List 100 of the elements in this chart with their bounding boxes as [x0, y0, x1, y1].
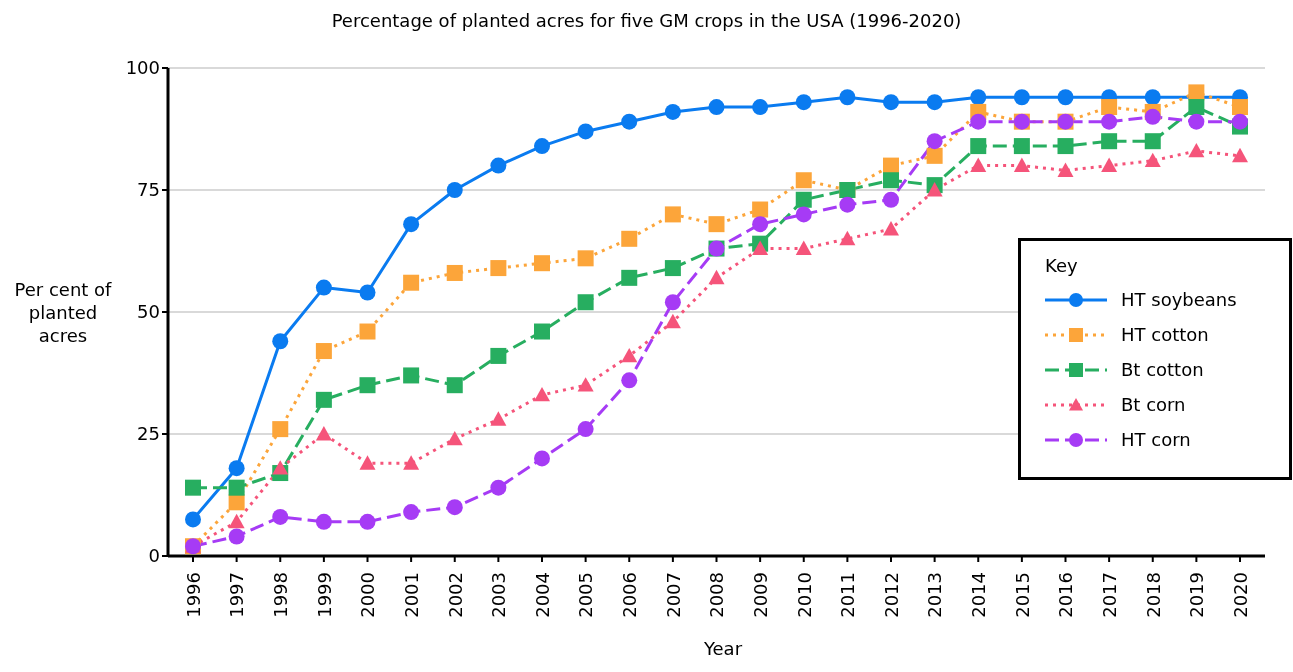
x-tick-label: 2000 [357, 572, 379, 618]
point [795, 94, 812, 111]
point [795, 172, 812, 189]
point [1144, 152, 1161, 168]
legend-title: Key [1045, 255, 1079, 276]
point [1057, 89, 1074, 106]
point [228, 479, 245, 496]
point [708, 269, 725, 285]
point [664, 206, 681, 223]
x-tick-label: 2005 [575, 572, 597, 618]
point [577, 250, 594, 267]
point [1232, 147, 1248, 163]
point [577, 294, 594, 311]
x-tick-label: 2018 [1142, 572, 1164, 618]
x-tick-label: 2014 [968, 572, 990, 618]
point [1101, 113, 1118, 130]
point [1144, 108, 1161, 125]
x-tick-label: 2010 [793, 572, 815, 618]
point [883, 221, 899, 236]
point [490, 260, 507, 277]
point [708, 216, 725, 233]
x-axis-title: Year [702, 638, 744, 659]
point [664, 294, 681, 311]
x-tick-label: 2003 [488, 572, 510, 618]
legend-label: HT cotton [1121, 324, 1209, 345]
point [621, 372, 638, 389]
point [315, 513, 332, 530]
point [534, 323, 550, 340]
point [621, 230, 638, 247]
point [446, 499, 463, 516]
point [534, 255, 550, 272]
point [708, 99, 725, 116]
x-tick-label: 2009 [749, 572, 771, 618]
point [315, 391, 332, 408]
point [883, 191, 899, 208]
point [228, 513, 245, 529]
point [446, 264, 463, 281]
point [1013, 89, 1030, 106]
point [490, 157, 507, 174]
point [577, 421, 594, 438]
point [1057, 162, 1074, 177]
point [795, 206, 812, 223]
point [1101, 157, 1118, 172]
x-tick-label: 1999 [313, 572, 335, 618]
point [1101, 99, 1118, 116]
point [970, 89, 987, 106]
legend-label: HT soybeans [1121, 289, 1237, 310]
point [1144, 133, 1161, 150]
y-tick-label: 75 [137, 179, 160, 201]
point [1013, 157, 1030, 172]
x-tick-label: 2002 [444, 572, 466, 618]
point [883, 94, 899, 111]
point [970, 113, 987, 130]
x-tick-label: 2004 [531, 572, 553, 618]
point [752, 240, 769, 255]
point [534, 386, 550, 402]
point [185, 479, 201, 496]
point [446, 182, 463, 198]
x-tick-label: 2019 [1186, 572, 1208, 618]
point [926, 182, 943, 197]
legend-label: HT corn [1121, 429, 1191, 450]
chart-title: Percentage of planted acres for five GM crops in the USA (1996-2020) [330, 10, 963, 31]
x-tick-label: 1996 [182, 572, 204, 618]
point [403, 274, 420, 291]
point [446, 377, 463, 394]
point [970, 157, 987, 172]
x-tick-label: 2006 [619, 572, 641, 618]
point [621, 269, 638, 286]
point [577, 123, 594, 140]
point [272, 508, 289, 525]
point [752, 201, 769, 218]
x-tick-label: 2007 [662, 572, 684, 618]
point [883, 172, 899, 189]
point [359, 513, 376, 530]
point [272, 333, 289, 350]
point [228, 460, 245, 477]
point [272, 421, 289, 438]
legend-label: Bt cotton [1121, 359, 1204, 380]
point [839, 89, 856, 106]
point [621, 347, 638, 363]
x-tick-label: 2013 [924, 572, 946, 618]
point [970, 138, 987, 155]
point [1188, 84, 1205, 101]
point [315, 343, 332, 360]
point [926, 147, 943, 164]
point [359, 377, 376, 394]
point [315, 426, 332, 441]
y-tick-label: 0 [148, 545, 160, 567]
point [839, 230, 856, 246]
point [1232, 99, 1248, 116]
y-tick-label: 25 [137, 423, 160, 445]
point [1057, 138, 1074, 155]
point [664, 103, 681, 120]
point [664, 313, 681, 329]
point [1101, 133, 1118, 150]
point [926, 133, 943, 150]
point [490, 347, 507, 364]
point [490, 479, 507, 496]
point [839, 196, 856, 213]
point [315, 279, 332, 296]
